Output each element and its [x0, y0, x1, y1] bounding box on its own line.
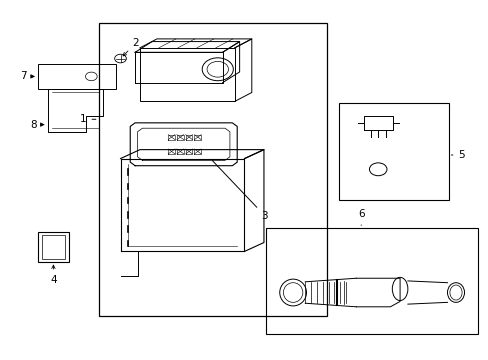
Text: 5: 5	[450, 150, 464, 160]
Text: 2: 2	[123, 38, 139, 56]
Bar	[38, 232, 69, 262]
Text: 6: 6	[357, 209, 364, 225]
Text: 3: 3	[212, 161, 267, 221]
Bar	[41, 235, 65, 259]
Bar	[266, 228, 477, 334]
Text: 8: 8	[30, 120, 44, 130]
Bar	[99, 23, 326, 316]
Text: 7: 7	[20, 71, 34, 81]
Text: 4: 4	[50, 265, 57, 285]
Bar	[339, 103, 448, 200]
Text: 1: 1	[80, 114, 96, 124]
